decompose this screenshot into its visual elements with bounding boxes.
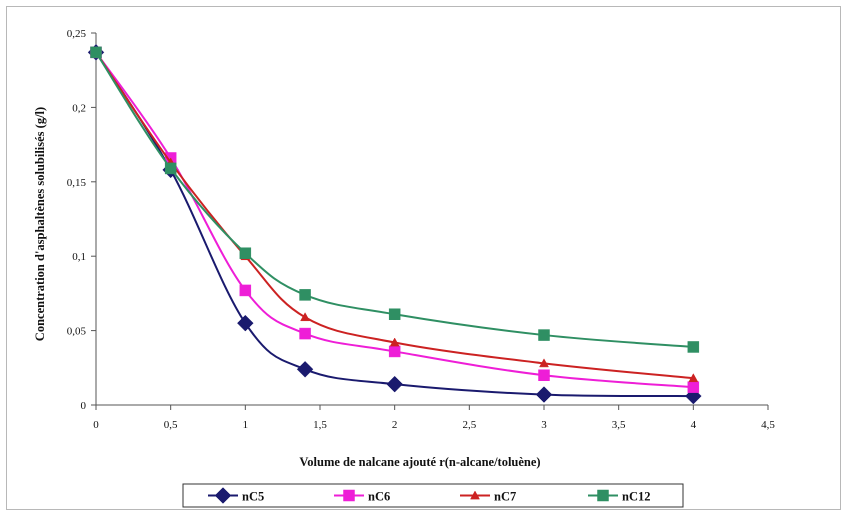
legend-marker-nc5 (214, 487, 232, 504)
x-tick-label: 4,5 (761, 419, 775, 431)
data-point-nc6 (687, 381, 700, 393)
x-tick-label: 0 (93, 419, 99, 431)
data-point-nc6 (299, 327, 311, 340)
data-point-nc12 (538, 329, 550, 341)
x-tick-label: 1,5 (313, 419, 327, 431)
series-line-nc7 (95, 51, 694, 380)
legend: nC5 nC6 nC7 nC12 (182, 483, 684, 508)
legend-box (182, 483, 684, 508)
tick-labels: 0 0,5 1 1,5 2 2,5 3 3,5 4 4,5 0 0,05 0,1 0,15 0,2 0,25 (67, 28, 776, 431)
x-tick-label: 1 (243, 419, 249, 431)
legend-marker-nc6 (343, 489, 355, 502)
legend-item-nc5: nC5 (208, 487, 264, 504)
legend-marker-nc12 (597, 489, 609, 502)
data-point-nc5 (296, 361, 314, 378)
y-tick-label: 0 (81, 400, 87, 412)
y-tick-label: 0,2 (72, 102, 86, 114)
data-point-nc5 (237, 314, 254, 332)
legend-marker-nc7 (470, 490, 480, 500)
series-nc7 (91, 47, 699, 383)
data-point-nc7 (300, 312, 310, 322)
x-tick-label: 3,5 (612, 419, 626, 431)
legend-label-nc12: nC12 (622, 490, 650, 504)
data-point-nc6 (239, 284, 252, 297)
chart-frame (6, 6, 841, 510)
series-nc12 (90, 46, 700, 353)
data-point-nc12 (164, 162, 177, 175)
data-point-nc12 (239, 247, 252, 259)
y-tick-label: 0,25 (67, 28, 87, 40)
x-tick-label: 0,5 (164, 419, 178, 431)
legend-label-nc6: nC6 (368, 490, 390, 504)
data-point-nc7 (688, 373, 699, 383)
legend-label-nc7: nC7 (494, 490, 516, 504)
y-axis-title: Concentration d'asphaltènes solubilisés … (33, 107, 47, 341)
data-point-nc7 (539, 358, 549, 368)
x-axis-title: Volume de nalcane ajouté r(n-alcane/tolu… (299, 455, 540, 469)
series-layer (87, 44, 702, 405)
legend-item-nc7: nC7 (460, 490, 516, 504)
x-tick-label: 2 (392, 419, 398, 431)
x-tick-label: 3 (541, 419, 547, 431)
chart-axes (91, 32, 769, 410)
data-point-nc12 (299, 289, 311, 301)
x-tick-label: 4 (691, 419, 697, 431)
legend-label-nc5: nC5 (242, 490, 264, 504)
y-tick-label: 0,05 (67, 326, 87, 338)
y-tick-label: 0,1 (72, 251, 86, 263)
legend-item-nc12: nC12 (588, 490, 650, 504)
data-point-nc5 (535, 386, 553, 403)
x-tick-label: 2,5 (462, 419, 476, 431)
y-tick-label: 0,15 (67, 177, 87, 189)
data-point-nc5 (386, 375, 403, 393)
data-point-nc6 (388, 345, 401, 358)
data-point-nc6 (538, 369, 550, 381)
series-line-nc6 (95, 51, 694, 389)
data-point-nc12 (90, 46, 102, 59)
data-point-nc12 (388, 308, 401, 320)
data-point-nc7 (389, 337, 400, 347)
data-point-nc12 (687, 341, 700, 353)
legend-item-nc6: nC6 (334, 490, 390, 504)
